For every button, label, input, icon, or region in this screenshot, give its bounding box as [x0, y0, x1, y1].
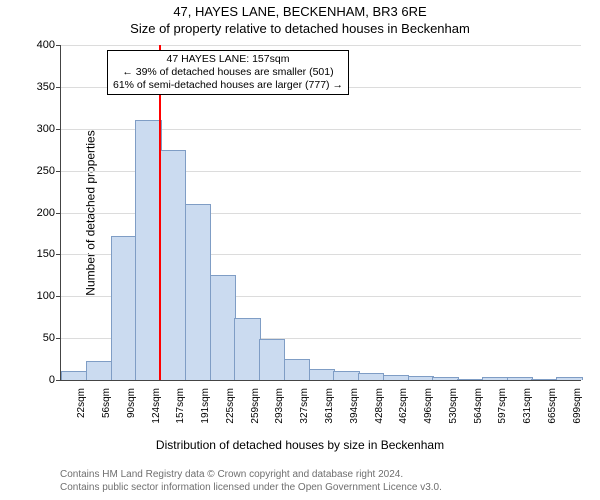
annotation-box: 47 HAYES LANE: 157sqm ← 39% of detached … [107, 50, 349, 95]
histogram-bar [111, 236, 137, 380]
y-tick-label: 350 [0, 81, 55, 93]
annotation-line-3: 61% of semi-detached houses are larger (… [113, 79, 343, 92]
y-tick-label: 300 [0, 123, 55, 135]
y-tick-label: 50 [0, 332, 55, 344]
y-tick-label: 400 [0, 39, 55, 51]
histogram-bar [358, 373, 384, 380]
y-tick-label: 250 [0, 165, 55, 177]
histogram-bar [531, 379, 557, 380]
histogram-bar [556, 377, 582, 380]
histogram-bar [507, 377, 533, 381]
plot-area [60, 45, 581, 381]
annotation-line-2: ← 39% of detached houses are smaller (50… [113, 66, 343, 79]
histogram-bar [284, 359, 310, 380]
chart-title-1: 47, HAYES LANE, BECKENHAM, BR3 6RE [0, 4, 600, 19]
histogram-bar [61, 371, 87, 380]
y-tick-label: 200 [0, 207, 55, 219]
footer-attribution: Contains HM Land Registry data © Crown c… [60, 468, 442, 494]
histogram-bar [185, 204, 211, 380]
y-tick-label: 100 [0, 290, 55, 302]
histogram-bar [259, 339, 285, 380]
histogram-bar [482, 377, 508, 381]
histogram-bar [383, 375, 409, 380]
histogram-bar [160, 150, 186, 380]
histogram-bar [234, 318, 260, 380]
chart-title-2: Size of property relative to detached ho… [0, 21, 600, 36]
y-tick-label: 150 [0, 248, 55, 260]
histogram-bar [457, 379, 483, 380]
histogram-bar [86, 361, 112, 380]
histogram-bar [432, 377, 458, 380]
y-tick-label: 0 [0, 374, 55, 386]
x-axis-label: Distribution of detached houses by size … [0, 438, 600, 452]
histogram-bar [210, 275, 236, 380]
histogram-bar [333, 371, 359, 380]
annotation-line-1: 47 HAYES LANE: 157sqm [113, 53, 343, 66]
histogram-bar [408, 376, 434, 380]
chart-container: { "title_line1": "47, HAYES LANE, BECKEN… [0, 0, 600, 500]
histogram-bar [309, 369, 335, 380]
histogram-bar [135, 120, 161, 380]
